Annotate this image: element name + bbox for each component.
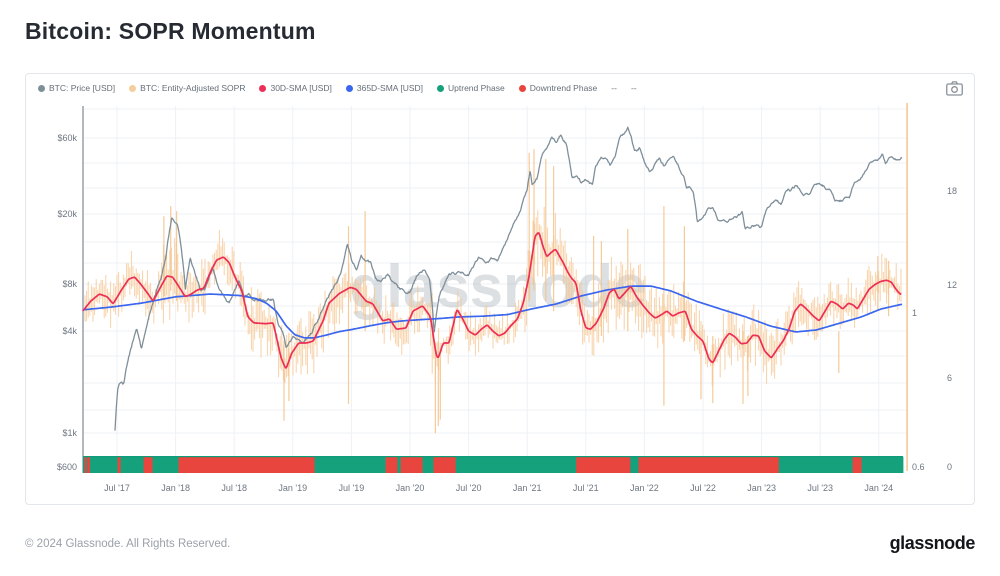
footer: © 2024 Glassnode. All Rights Reserved. g…	[25, 533, 975, 554]
y-axis-sopr-label: 1	[912, 308, 917, 318]
x-axis-label: Jan '24	[864, 483, 893, 493]
phase-segment-down[interactable]	[84, 456, 88, 473]
y-axis-left-label: $4k	[62, 326, 77, 336]
x-axis-label: Jul '18	[221, 483, 247, 493]
x-axis-label: Jul '23	[807, 483, 833, 493]
phase-segment-up[interactable]	[778, 456, 853, 473]
phase-segment-up[interactable]	[83, 456, 85, 473]
page-title: Bitcoin: SOPR Momentum	[25, 18, 316, 44]
phase-segment-down[interactable]	[400, 456, 423, 473]
x-axis-label: Jul '17	[104, 483, 130, 493]
legend-dot-icon	[129, 84, 137, 92]
phase-segment-down[interactable]	[178, 456, 316, 473]
phase-segment-up[interactable]	[120, 456, 144, 473]
series-365d-sma[interactable]	[82, 285, 903, 339]
legend-dot-icon	[259, 84, 267, 92]
legend-item-disabled[interactable]: --	[611, 83, 617, 93]
phase-segment-down[interactable]	[87, 456, 91, 473]
x-axis-label: Jan '23	[747, 483, 776, 493]
legend-label: --	[611, 83, 617, 93]
legend-item-disabled[interactable]: --	[631, 83, 637, 93]
phase-segment-up[interactable]	[455, 456, 577, 473]
x-axis-label: Jan '19	[278, 483, 307, 493]
phase-segment-up[interactable]	[90, 456, 118, 473]
phase-segment-up[interactable]	[87, 456, 89, 473]
phase-segment-up[interactable]	[630, 456, 639, 473]
x-axis-label: Jan '20	[396, 483, 425, 493]
y-axis-aux-label: 12	[947, 280, 957, 290]
phase-segment-down[interactable]	[576, 456, 631, 473]
y-axis-aux-label: 18	[947, 186, 957, 196]
x-axis-label: Jul '21	[573, 483, 599, 493]
legend-label: BTC: Entity-Adjusted SOPR	[140, 83, 246, 93]
legend-label: --	[630, 83, 637, 93]
chart-legend: BTC: Price [USD] BTC: Entity-Adjusted SOP…	[38, 83, 924, 93]
x-axis-label: Jul '20	[456, 483, 482, 493]
y-axis-left-label: $8k	[62, 279, 77, 289]
legend-item[interactable]: 365D-SMA [USD]	[345, 83, 424, 93]
series-30d-sma[interactable]	[82, 232, 902, 369]
phase-segment-down[interactable]	[852, 456, 862, 473]
legend-dot-icon	[345, 84, 353, 92]
glassnode-logo: glassnode	[889, 533, 976, 553]
phase-bar-top-line	[83, 456, 903, 458]
y-axis-left-label: $600	[57, 462, 77, 472]
y-axis-aux-label: 6	[947, 373, 952, 383]
x-axis-label: Jul '22	[690, 483, 716, 493]
x-axis-label: Jan '18	[161, 483, 190, 493]
legend-item[interactable]: 30D-SMA [USD]	[259, 83, 332, 93]
legend-label: BTC: Price [USD]	[49, 83, 116, 93]
legend-item[interactable]: BTC: Entity-Adjusted SOPR	[129, 83, 245, 93]
footer-copyright: © 2024 Glassnode. All Rights Reserved.	[25, 537, 231, 550]
legend-label: Uptrend Phase	[448, 83, 505, 93]
y-axis-sopr-label: 0.6	[912, 462, 925, 472]
phase-segment-down[interactable]	[638, 456, 780, 473]
phase-segment-down[interactable]	[385, 456, 398, 473]
x-axis-label: Jul '19	[339, 483, 365, 493]
legend-label: Downtrend Phase	[529, 83, 598, 93]
phase-segment-down[interactable]	[117, 456, 121, 473]
series-sopr-spikes	[163, 149, 890, 434]
y-axis-left-label: $1k	[62, 428, 77, 438]
legend-label: 30D-SMA [USD]	[270, 83, 332, 93]
y-axis-left-label: $60k	[57, 133, 77, 143]
phase-segment-down[interactable]	[433, 456, 457, 473]
legend-dot-icon	[38, 84, 45, 92]
y-axis-aux-label: 0	[947, 462, 952, 472]
series-btc-price[interactable]	[114, 126, 903, 431]
phase-segment-up[interactable]	[152, 456, 179, 473]
legend-label: 365D-SMA [USD]	[356, 83, 424, 93]
x-axis-label: Jan '22	[630, 483, 659, 493]
legend-item[interactable]: Uptrend Phase	[437, 83, 505, 93]
screenshot-button[interactable]	[944, 81, 964, 99]
phase-segment-up[interactable]	[314, 456, 386, 473]
glassnode-watermark: glassnode	[350, 253, 647, 320]
phase-segment-up[interactable]	[861, 456, 904, 473]
legend-dot-icon	[518, 84, 526, 92]
chart-plot-area[interactable]: glassnode $60k $20k $8k $4k $1k $600 1 0.6 18 12 6 0…	[26, 74, 974, 504]
x-axis-label: Jan '21	[513, 483, 542, 493]
chart-card: glassnode $60k $20k $8k $4k $1k $600 1 0.6 18 12 6 0…	[25, 73, 975, 505]
phase-segment-up[interactable]	[397, 456, 402, 473]
phase-segment-up[interactable]	[422, 456, 434, 473]
legend-item[interactable]: BTC: Price [USD]	[38, 83, 115, 93]
legend-dot-icon	[437, 84, 445, 92]
phase-segment-down[interactable]	[143, 456, 153, 473]
camera-icon	[945, 81, 963, 96]
y-axis-left-label: $20k	[57, 209, 77, 219]
legend-item[interactable]: Downtrend Phase	[518, 83, 598, 93]
